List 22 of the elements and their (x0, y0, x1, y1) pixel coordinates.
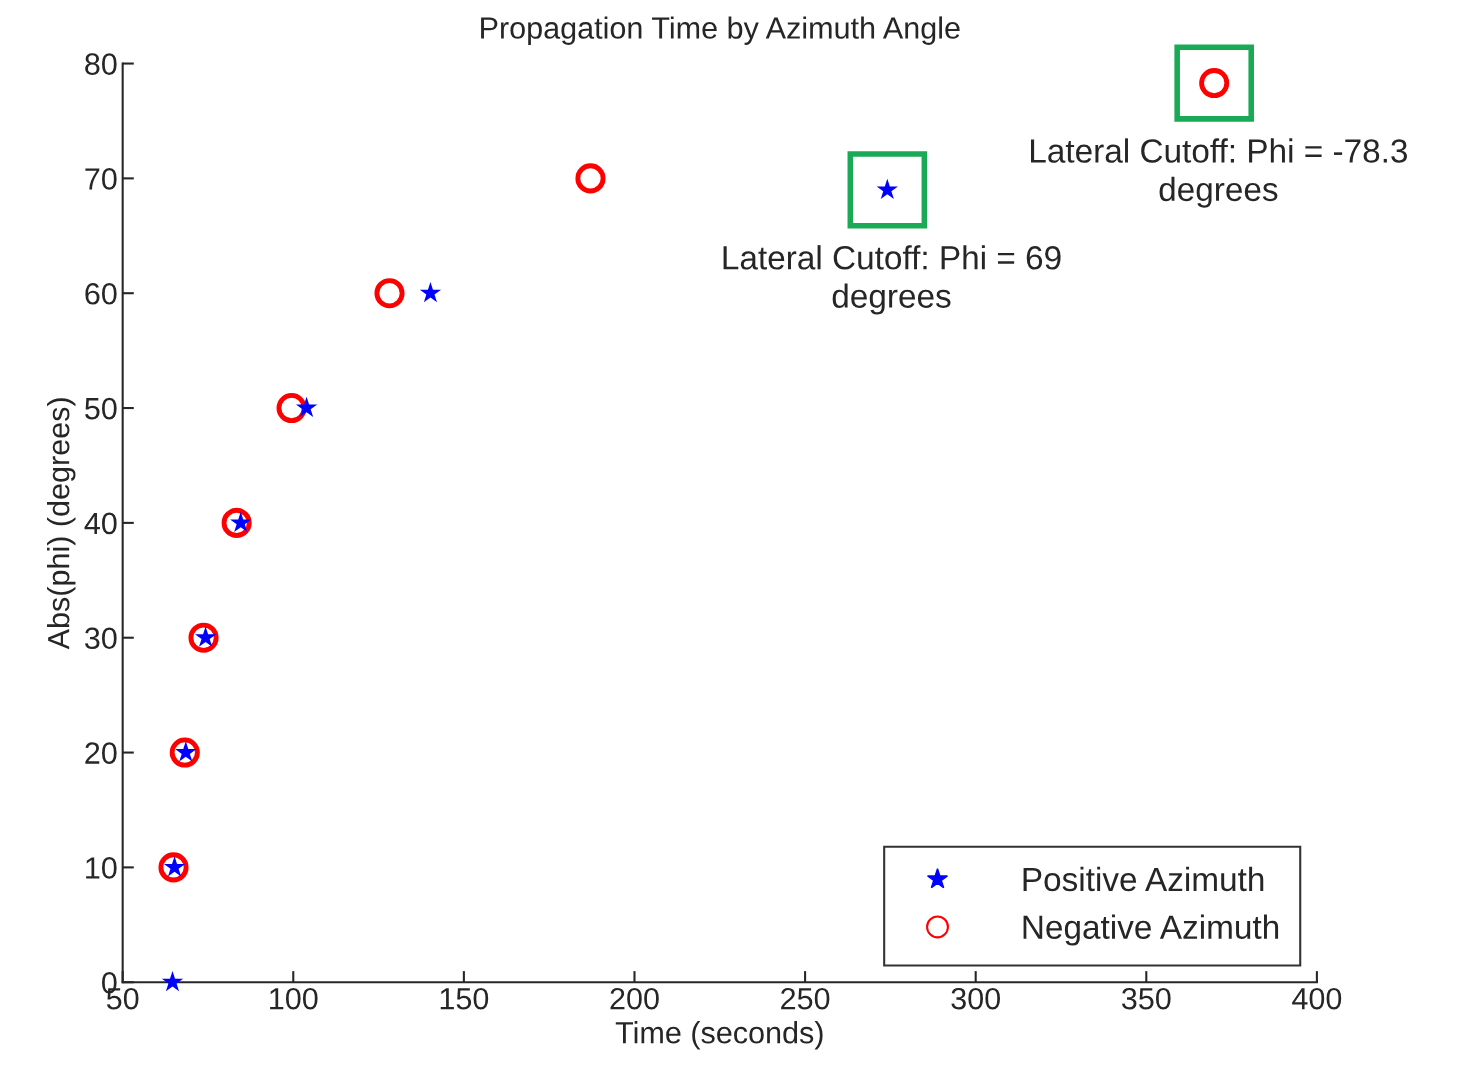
x-tick-label: 200 (610, 987, 659, 1010)
x-axis-title: Time (seconds) (615, 1021, 823, 1050)
annotation: Lateral Cutoff: Phi = -78.3 degrees (1031, 138, 1407, 208)
y-tick-label: 30 (84, 627, 117, 650)
y-tick-label: 10 (86, 857, 117, 879)
x-tick-label: 300 (951, 987, 1000, 1010)
annotation: Lateral Cutoff: Phi = 69 degrees (723, 245, 1061, 315)
x-tick-label: 250 (781, 987, 830, 1010)
y-tick-label: 80 (85, 53, 117, 75)
x-tick-label: 150 (440, 987, 489, 1010)
y-tick-label: 60 (85, 282, 117, 305)
x-tick-label: 350 (1121, 987, 1171, 1010)
y-tick-label: 70 (85, 168, 117, 190)
y-tick-label: 50 (85, 397, 117, 420)
legend-label: Positive Azimuth (1023, 866, 1264, 892)
y-axis-title: Abs(phi) (degrees) (47, 398, 76, 650)
x-tick-label: 400 (1292, 987, 1342, 1010)
legend-label: Negative Azimuth (1023, 914, 1279, 946)
y-tick-label: 20 (85, 742, 117, 764)
chart-title: Propagation Time by Azimuth Angle (481, 16, 960, 45)
x-tick-label: 100 (270, 987, 318, 1010)
y-tick-label: 40 (84, 512, 117, 535)
